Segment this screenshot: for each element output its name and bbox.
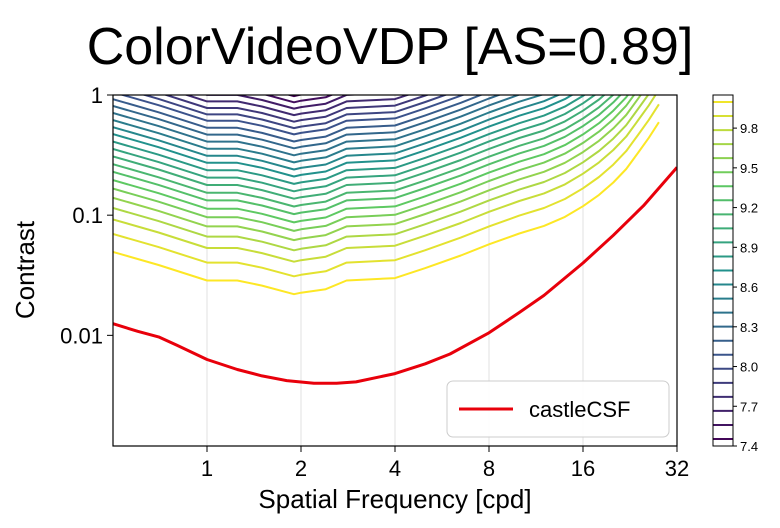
colorbar-tick-label: 8.3 — [740, 320, 758, 335]
legend: castleCSF — [446, 380, 670, 438]
contour-line — [113, 95, 606, 200]
series-lines — [113, 166, 677, 385]
colorbar-tick-label: 9.8 — [740, 121, 758, 136]
x-tick-label: 2 — [295, 456, 307, 481]
contour-line — [113, 95, 642, 242]
y-axis-label: Contrast — [10, 220, 40, 319]
contour-line — [141, 95, 449, 130]
contour-line — [113, 95, 574, 178]
contour-line — [113, 95, 650, 252]
contour-line — [113, 95, 522, 157]
contour-line — [113, 95, 615, 208]
y-axis-ticks: 0.01 0.1 1 — [60, 83, 113, 348]
contour-line — [113, 121, 660, 296]
contour-line — [113, 95, 597, 193]
contour-line — [204, 95, 366, 110]
x-axis-label: Spatial Frequency [cpd] — [258, 484, 531, 514]
x-tick-label: 16 — [571, 456, 595, 481]
contour-line — [113, 95, 484, 143]
contour-line — [119, 95, 466, 136]
contour-line — [113, 103, 660, 278]
y-tick-label: 0.1 — [72, 203, 103, 228]
contour-line — [113, 95, 545, 164]
contour-line — [113, 95, 561, 171]
colorbar-tick-label: 8.0 — [740, 360, 758, 375]
x-tick-label: 8 — [483, 456, 495, 481]
contour-line — [113, 95, 587, 185]
legend-box — [446, 380, 670, 438]
y-tick-label: 0.01 — [60, 323, 103, 348]
colorbar-tick-label: 8.6 — [740, 280, 758, 295]
contour-line — [163, 95, 430, 123]
y-tick-label: 1 — [91, 83, 103, 108]
contour-line — [113, 95, 630, 224]
colorbar-tick-label: 7.7 — [740, 399, 758, 414]
colorbar-tick-label: 8.9 — [740, 240, 758, 255]
contour-lines — [113, 95, 660, 296]
contour-line — [113, 95, 657, 263]
contour-line — [183, 95, 411, 117]
x-tick-label: 4 — [389, 456, 401, 481]
contour-line — [113, 95, 636, 232]
colorbar-tick-label: 9.2 — [740, 201, 758, 216]
colorbar-tick-label: 9.5 — [740, 161, 758, 176]
legend-label: castleCSF — [529, 397, 630, 422]
series-line-castleCSF — [113, 166, 677, 385]
colorbar: 7.4 7.7 8.0 8.3 8.6 8.9 9.2 9.5 9.8 — [712, 94, 758, 454]
x-tick-label: 32 — [665, 456, 689, 481]
contour-line — [113, 95, 502, 150]
contour-line — [113, 95, 622, 216]
x-tick-label: 1 — [201, 456, 213, 481]
chart-title: ColorVideoVDP [AS=0.89] — [87, 18, 694, 76]
colorbar-frame — [712, 94, 734, 447]
colorbar-tick-label: 7.4 — [740, 439, 758, 454]
x-axis-ticks: 1 2 4 8 16 32 — [201, 446, 689, 481]
